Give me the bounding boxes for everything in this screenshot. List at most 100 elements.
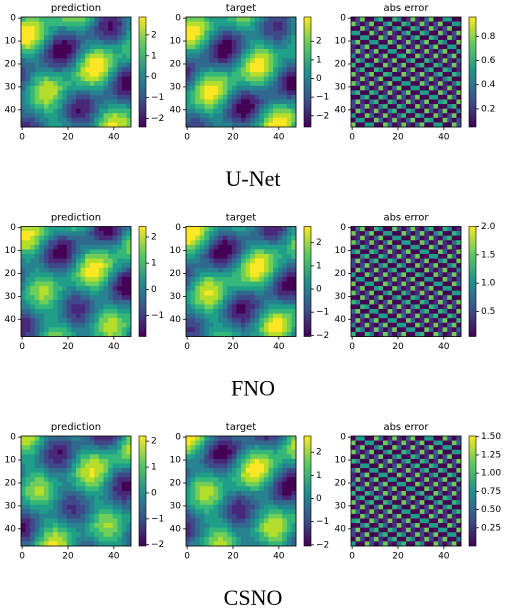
heatmap-cell: [254, 113, 260, 119]
heatmap-cell: [76, 249, 81, 255]
heatmap-cell: [62, 226, 68, 232]
heatmap-cell: [71, 327, 77, 333]
heatmap-cell: [286, 454, 292, 460]
heatmap-cell: [21, 458, 26, 464]
heatmap-cell: [190, 258, 196, 264]
heatmap-cell: [43, 113, 49, 119]
heatmap-cell: [76, 76, 81, 82]
heatmap-cell: [401, 244, 407, 250]
heatmap-cell: [39, 509, 45, 515]
heatmap-cell: [43, 304, 49, 310]
heatmap-cell: [117, 504, 123, 510]
heatmap-cell: [94, 468, 100, 473]
heatmap-cell: [43, 240, 49, 246]
heatmap-cell: [433, 299, 439, 305]
heatmap-cell: [419, 49, 425, 54]
heatmap-cell: [241, 35, 246, 41]
heatmap-cell: [396, 263, 402, 269]
heatmap-cell: [438, 226, 443, 232]
heatmap-cell: [250, 318, 256, 324]
heatmap-cell: [222, 318, 228, 324]
heatmap-cell: [21, 523, 26, 528]
heatmap-cell: [383, 62, 388, 68]
heatmap-cell: [108, 72, 113, 77]
heatmap-cell: [222, 281, 228, 287]
panel-title: prediction: [51, 422, 101, 433]
heatmap-cell: [98, 249, 104, 255]
heatmap-cell: [241, 468, 246, 473]
heatmap-cell: [112, 35, 118, 41]
heatmap-cell: [428, 240, 434, 246]
heatmap-cell: [222, 276, 228, 282]
heatmap-cell: [25, 30, 31, 36]
heatmap-cell: [76, 122, 81, 128]
heatmap-cell: [30, 81, 36, 87]
heatmap-cell: [227, 500, 233, 506]
heatmap-cell: [103, 117, 109, 123]
heatmap-cell: [103, 481, 109, 487]
heatmap-cell: [222, 249, 228, 255]
heatmap-cell: [94, 44, 100, 50]
heatmap-cell: [57, 536, 63, 542]
heatmap-cell: [43, 122, 49, 128]
heatmap-cell: [245, 240, 251, 246]
heatmap-cell: [364, 445, 370, 451]
heatmap-cell: [62, 299, 68, 305]
heatmap-cell: [108, 286, 113, 291]
heatmap-cell: [447, 26, 453, 32]
heatmap-cell: [396, 309, 402, 314]
heatmap-cell: [218, 440, 223, 446]
heatmap-cell: [428, 58, 434, 64]
heatmap-cell: [66, 30, 72, 36]
heatmap-cell: [121, 53, 127, 59]
heatmap-cell: [213, 104, 219, 109]
heatmap-cell: [428, 53, 434, 59]
heatmap-cell: [103, 454, 109, 460]
heatmap-cell: [126, 17, 132, 22]
heatmap-cell: [286, 541, 292, 547]
heatmap-cell: [195, 299, 201, 305]
heatmap-cell: [53, 486, 58, 492]
heatmap-cell: [30, 53, 36, 59]
heatmap-cell: [424, 304, 430, 310]
heatmap-cell: [424, 30, 430, 36]
heatmap-cell: [360, 244, 366, 250]
heatmap-cell: [236, 21, 242, 27]
heatmap-cell: [277, 94, 283, 100]
heatmap-cell: [263, 85, 269, 91]
panel-title: target: [226, 422, 256, 433]
heatmap-cell: [254, 436, 260, 441]
heatmap-cell: [401, 108, 407, 114]
heatmap-cell: [218, 122, 223, 128]
heatmap-cell: [282, 272, 288, 278]
heatmap-cell: [369, 309, 375, 314]
heatmap-cell: [66, 26, 72, 32]
heatmap-cell: [80, 76, 86, 82]
heatmap-cell: [71, 322, 77, 328]
heatmap-cell: [428, 454, 434, 460]
heatmap-cell: [94, 90, 100, 96]
heatmap-cell: [57, 53, 63, 59]
heatmap-cell: [378, 90, 384, 96]
y-tick-label: 30: [170, 292, 182, 302]
heatmap-cell: [39, 39, 45, 45]
heatmap-cell: [218, 445, 223, 451]
heatmap-cell: [227, 62, 233, 68]
heatmap-cell: [259, 304, 265, 310]
heatmap-cell: [213, 258, 219, 264]
heatmap-cell: [241, 513, 246, 519]
heatmap-cell: [273, 281, 278, 287]
heatmap-cell: [108, 458, 113, 464]
heatmap-cell: [71, 299, 77, 305]
heatmap-cell: [286, 49, 292, 54]
heatmap-cell: [355, 122, 361, 128]
heatmap-cell: [48, 500, 54, 506]
heatmap-cell: [378, 226, 384, 232]
y-tick-label: 10: [335, 246, 347, 256]
heatmap-cell: [80, 90, 86, 96]
heatmap-cell: [291, 30, 297, 36]
heatmap-cell: [80, 290, 86, 296]
heatmap-cell: [245, 309, 251, 314]
heatmap-cell: [263, 62, 269, 68]
heatmap-cell: [112, 309, 118, 314]
